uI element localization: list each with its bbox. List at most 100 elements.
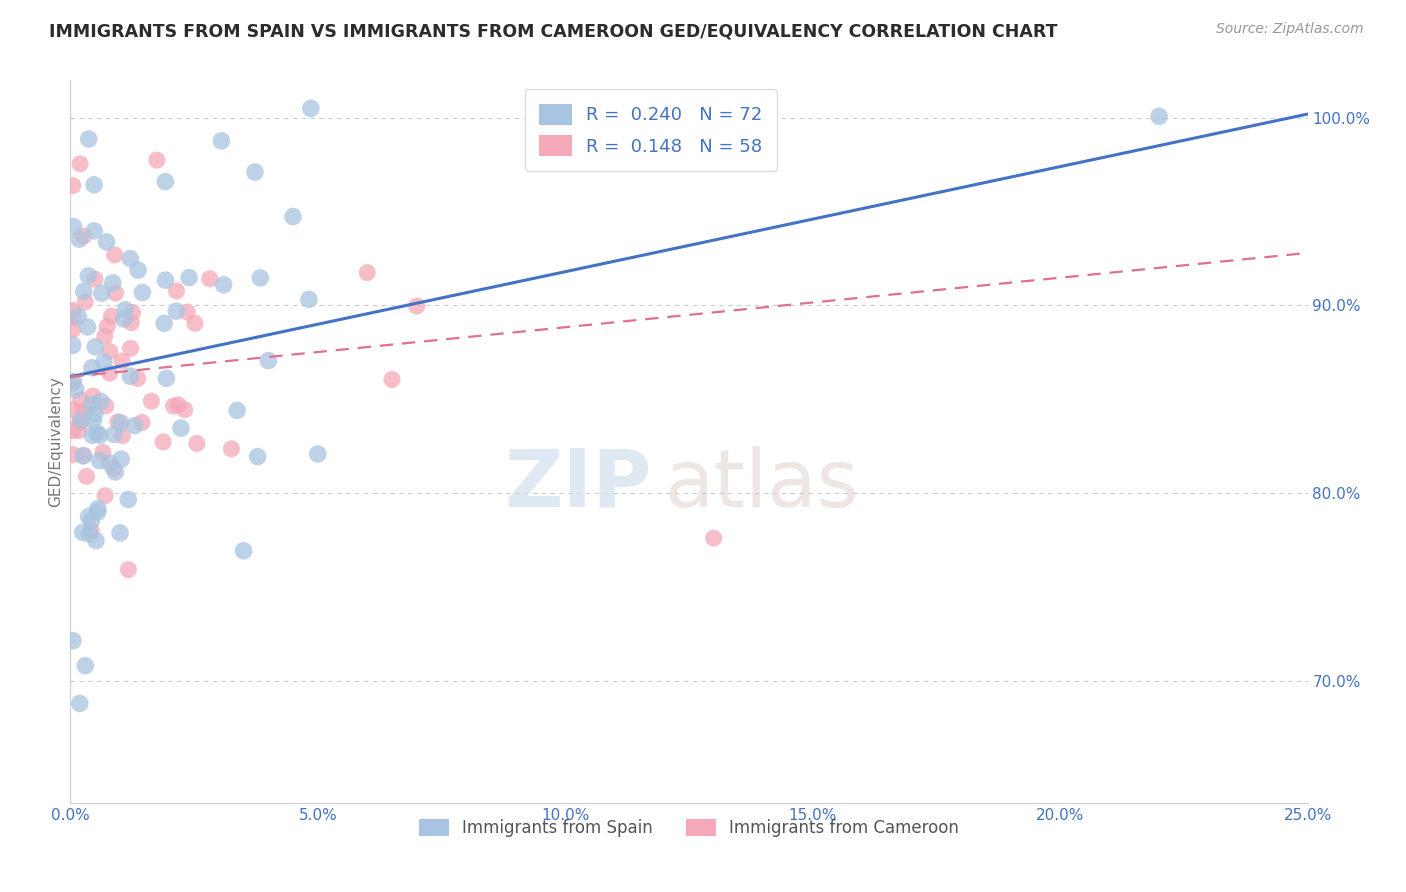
Point (176, 305, 198, 319)
Point (212, 277, 235, 292)
Point (281, 210, 304, 224)
Point (177, 270, 200, 285)
Point (89, 428, 111, 442)
Point (104, 465, 127, 479)
Point (307, 447, 329, 461)
Point (103, 427, 125, 442)
Point (127, 263, 149, 277)
Point (96, 235, 118, 249)
Point (72, 407, 94, 421)
Point (101, 276, 124, 290)
Point (67, 310, 90, 324)
Point (80, 524, 103, 538)
Point (72, 449, 94, 463)
Point (127, 371, 149, 385)
Point (120, 316, 142, 330)
Point (124, 418, 146, 433)
Point (83, 178, 105, 192)
Point (62, 376, 84, 390)
Point (62, 424, 84, 438)
Y-axis label: GED/Equivalency: GED/Equivalency (48, 376, 63, 507)
Point (114, 302, 136, 317)
Point (80, 397, 103, 411)
Point (75, 469, 97, 483)
Point (246, 450, 269, 464)
Point (70, 414, 93, 428)
Legend: Immigrants from Spain, Immigrants from Cameroon: Immigrants from Spain, Immigrants from C… (411, 810, 967, 845)
Point (89, 453, 111, 467)
Point (155, 273, 177, 287)
Point (100, 309, 122, 323)
Point (86, 426, 108, 441)
Point (67, 232, 90, 246)
Point (141, 394, 163, 409)
Point (72, 525, 94, 540)
Point (120, 252, 142, 266)
Point (76, 320, 98, 334)
Point (198, 271, 221, 285)
Point (82, 389, 104, 403)
Point (62, 402, 84, 417)
Point (62, 375, 84, 389)
Point (165, 284, 187, 298)
Point (90, 286, 112, 301)
Point (110, 452, 132, 467)
Text: IMMIGRANTS FROM SPAIN VS IMMIGRANTS FROM CAMEROON GED/EQUIVALENCY CORRELATION CH: IMMIGRANTS FROM SPAIN VS IMMIGRANTS FROM… (49, 22, 1057, 40)
Point (162, 399, 184, 413)
Point (117, 492, 139, 507)
Point (93, 355, 115, 369)
Point (103, 461, 125, 475)
Point (170, 421, 193, 435)
Point (62, 323, 84, 337)
Point (77, 268, 100, 283)
Point (405, 299, 427, 313)
Point (65, 383, 87, 397)
Point (75, 294, 97, 309)
Point (381, 372, 404, 386)
Point (72, 229, 94, 244)
Point (69, 697, 91, 711)
Point (83, 224, 105, 238)
Point (249, 271, 271, 285)
Point (257, 353, 280, 368)
Point (165, 304, 187, 318)
Point (98, 456, 121, 470)
Text: ZIP: ZIP (505, 446, 652, 524)
Point (69, 157, 91, 171)
Point (243, 165, 266, 179)
Text: atlas: atlas (664, 446, 859, 524)
Point (173, 402, 195, 417)
Point (120, 369, 142, 384)
Point (80, 360, 103, 375)
Point (107, 415, 129, 429)
Point (75, 402, 97, 417)
Point (111, 428, 134, 442)
Point (117, 563, 139, 577)
Point (62, 633, 84, 648)
Point (69, 392, 91, 407)
Point (120, 341, 142, 355)
Point (111, 354, 134, 368)
Point (186, 436, 208, 450)
Point (94, 489, 117, 503)
Point (87, 505, 110, 519)
Point (79, 527, 101, 541)
Point (155, 175, 177, 189)
Point (87, 501, 110, 516)
Point (152, 434, 174, 449)
Point (82, 413, 104, 427)
Point (110, 416, 132, 430)
Point (232, 543, 254, 558)
Point (94, 399, 117, 413)
Point (131, 416, 153, 430)
Point (96, 319, 118, 334)
Point (69, 416, 91, 430)
Point (167, 398, 190, 412)
Point (93, 329, 115, 343)
Point (62, 178, 84, 193)
Point (226, 403, 249, 417)
Point (108, 525, 131, 540)
Point (62, 448, 84, 462)
Point (77, 509, 100, 524)
Point (67, 424, 90, 438)
